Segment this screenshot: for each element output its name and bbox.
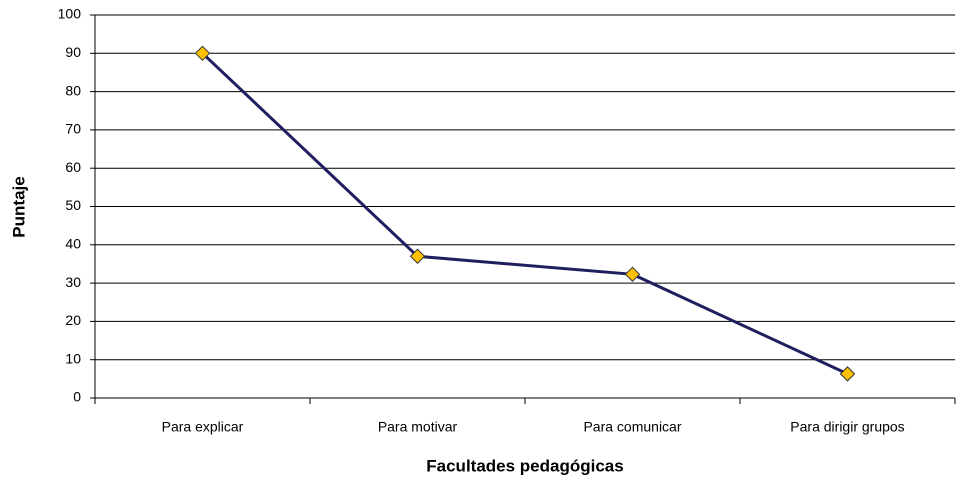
y-tick-label: 80: [65, 82, 81, 98]
y-tick-label: 30: [65, 274, 81, 290]
marker: [194, 45, 211, 62]
x-tick-label: Para motivar: [378, 419, 458, 435]
y-tick-label: 10: [65, 350, 81, 366]
y-tick-label: 50: [65, 197, 81, 213]
series-line: [201, 52, 849, 376]
y-tick-label: 0: [73, 389, 81, 405]
x-tick-label: Para dirigir grupos: [790, 419, 904, 435]
y-tick-label: 60: [65, 159, 81, 175]
y-tick-label: 20: [65, 312, 81, 328]
y-axis-title: Puntaje: [9, 176, 28, 237]
y-tick-label: 100: [58, 6, 82, 22]
x-axis-title: Facultades pedagógicas: [426, 456, 623, 475]
y-tick-label: 40: [65, 236, 81, 252]
y-tick-label: 70: [65, 121, 81, 137]
marker: [624, 266, 641, 282]
x-tick-label: Para comunicar: [583, 419, 681, 435]
y-tick-label: 90: [65, 44, 81, 60]
x-tick-label: Para explicar: [162, 419, 244, 435]
marker: [839, 366, 856, 382]
marker: [409, 248, 426, 264]
